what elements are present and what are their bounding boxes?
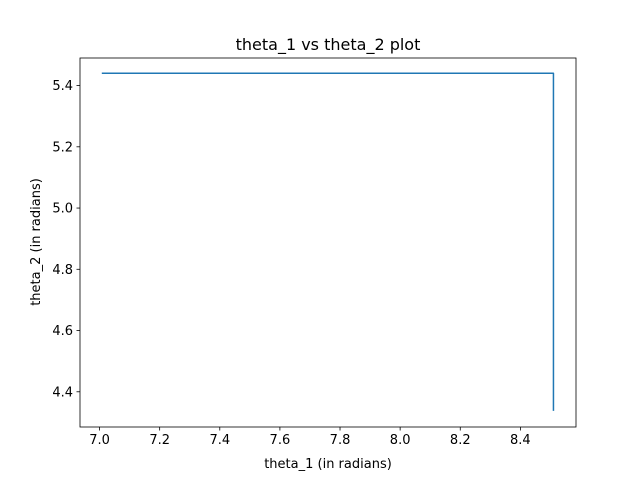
axes-frame: [79, 57, 577, 428]
x-tick-label: 7.8: [330, 433, 351, 448]
x-tick-label: 8.4: [510, 433, 531, 448]
x-tick-label: 8.2: [450, 433, 471, 448]
x-tick-label: 7.4: [209, 433, 230, 448]
x-tick-label: 7.0: [89, 433, 110, 448]
chart-title: theta_1 vs theta_2 plot: [236, 35, 421, 55]
y-tick-label: 5.0: [52, 202, 73, 217]
y-axis-label: theta_2 (in radians): [29, 178, 44, 306]
x-tick-label: 7.2: [149, 433, 170, 448]
plot-area: 7.0 7.2 7.4 7.6 7.8 8.0 8.2 8.4 4.4 4.6 4.8 5.0 5.2 5…: [52, 57, 577, 448]
series-line-1: [101, 72, 555, 411]
y-tick-label: 4.8: [52, 263, 73, 278]
x-tick-label: 7.6: [270, 433, 291, 448]
y-tick-label: 5.4: [52, 79, 73, 94]
x-axis-label: theta_1 (in radians): [264, 457, 392, 472]
x-tick-label: 8.0: [390, 433, 411, 448]
y-tick-label: 4.4: [52, 385, 73, 400]
y-tick-label: 4.6: [52, 324, 73, 339]
y-tick-label: 5.2: [52, 140, 73, 155]
